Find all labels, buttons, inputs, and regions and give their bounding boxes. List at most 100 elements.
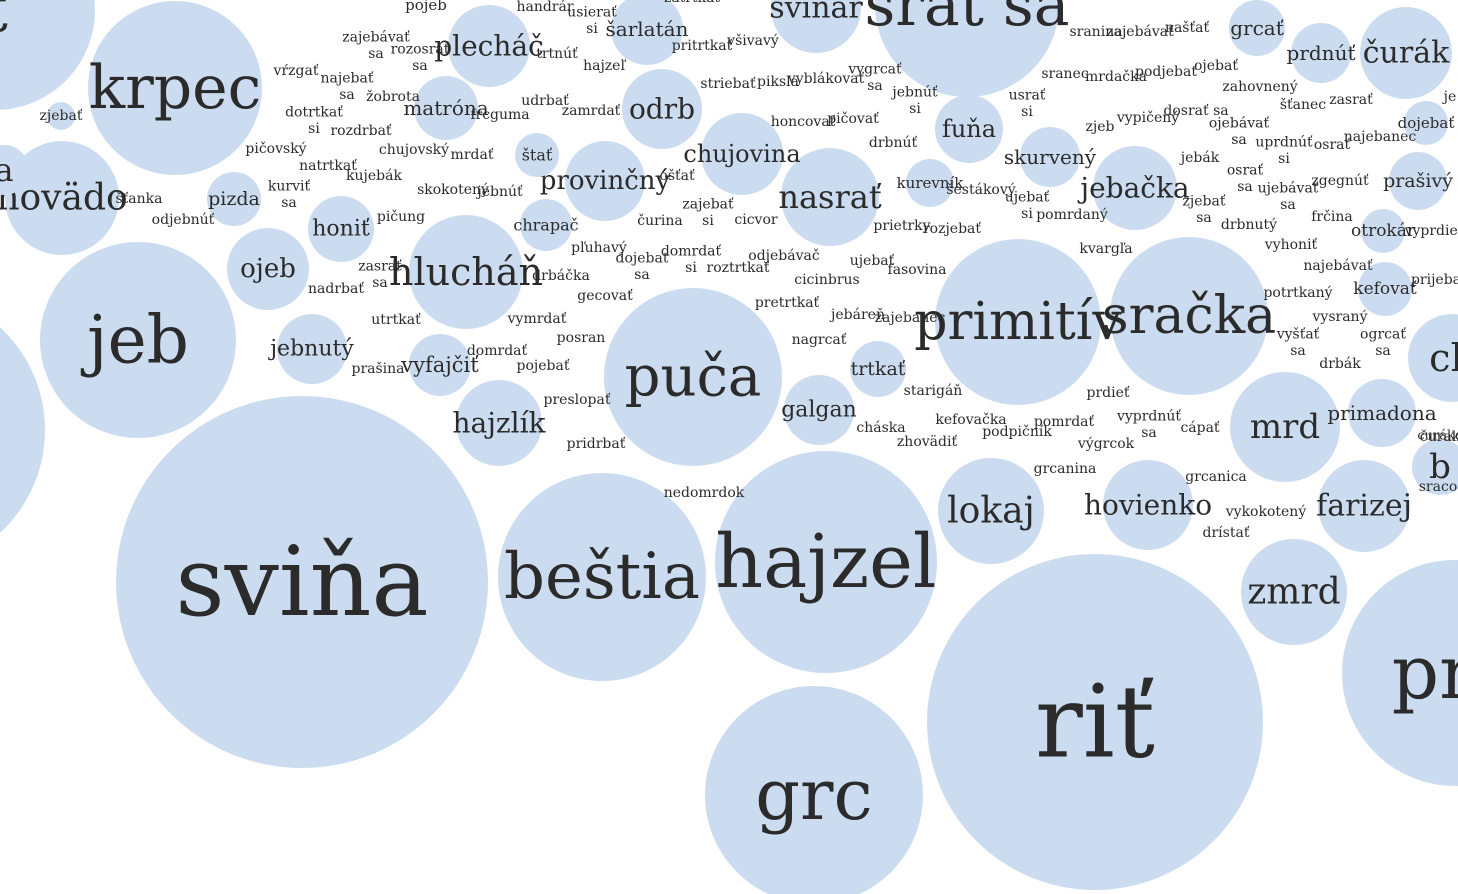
bubble: udrbať [521,93,569,109]
bubble-label: jebačka [1077,172,1189,205]
bubble: našťať [1165,19,1210,36]
bubble: sranina [1069,24,1122,40]
bubble-label: a [0,151,14,189]
bubble: čurak [1420,429,1458,445]
bubble-circle [498,473,706,681]
bubble-label: cicvor [734,212,777,228]
bubble: posran [557,330,606,346]
bubble-label: pojeb [405,0,447,14]
bubble: utrtkať [371,312,421,328]
bubble-label: zjebať [40,108,83,124]
bubble-circle [1348,379,1416,447]
bubble-label: jebnúť si [890,84,938,117]
bubble-label: potrtkaný [1263,284,1332,301]
bubble-label: usrať si [1009,87,1046,120]
bubble-label: zgegnúť [1311,173,1369,189]
bubble-label: zamrdať [562,103,621,119]
bubble: sviňa [116,396,488,768]
bubble-circle [47,102,75,130]
bubble: kefovačka [935,412,1006,428]
bubble: nadrbať [308,281,364,297]
bubble: handrár [516,0,573,15]
bubble-label: odjebávač [748,248,820,264]
bubble-label: primitív [914,292,1122,352]
bubble: zajebať si [682,196,734,229]
bubble-label: dojebať [1398,114,1455,132]
bubble-label: vypičený [1116,109,1179,126]
bubble: D [0,327,45,533]
bubble: jeb [40,242,236,438]
bubble-label: zajebávať [1106,24,1174,40]
bubble: nasrať [778,148,882,246]
bubble-label: dotrtkať si [285,104,343,137]
bubble: otrokár [1351,209,1416,253]
bubble: ujebať [850,253,895,269]
bubble: šťanka [115,190,162,207]
bubble-label: ujebať si [1005,189,1050,222]
bubble-label: našťať [1165,19,1210,36]
bubble: provinčný [540,141,671,221]
bubble: trtkať [850,341,906,397]
bubble: uprdnúť si [1255,134,1313,167]
bubble-circle [604,288,782,466]
bubble: prdieť [1086,385,1129,401]
bubble-label: zajebať si [682,196,734,229]
bubble: zgegnúť [1311,173,1369,189]
bubble: nagrcať [792,332,847,348]
bubble-circle [784,375,854,445]
bubble: pičung [377,209,425,225]
bubble-circle [927,554,1263,890]
bubble: pičovať [827,111,879,127]
bubble-label: prašina [351,360,404,377]
bubble: drbnutý [1221,216,1277,233]
bubble-label: kurevník [897,174,965,192]
bubble: zjebať sa [1183,193,1226,226]
bubble-label: pre [1392,630,1458,716]
bubble: jebnutý [267,314,354,384]
bubble-circle [1361,209,1405,253]
bubble: pičovský [245,140,306,157]
bubble: fuňa [935,95,1003,163]
bubble-circle [88,1,262,175]
bubble-circle [1020,127,1080,187]
bubble-label: jeb [80,302,189,379]
bubble-label: vyprdieť [1404,223,1458,239]
bubble-circle [1291,23,1351,83]
bubble: potrtkaný [1263,284,1332,301]
bubble-label: pretrtkať [755,295,820,311]
bubble: plecháč [434,5,544,87]
bubble-circle [1093,146,1177,230]
bubble: drbák [1319,356,1361,372]
bubble: pretrtkať [755,295,820,311]
bubble-label: zatrtkať [664,0,720,6]
bubble-circle [456,380,542,466]
bubble-circle [1360,7,1452,99]
bubble-label: preslopať [544,392,611,408]
bubble-circle [565,141,645,221]
bubble-label: vygrcať sa [847,61,902,94]
bubble: grcanica [1185,469,1247,485]
bubble: prijeba [1411,272,1458,288]
bubble-label: galgan [781,398,857,423]
bubble-label: zasrať sa [358,258,402,291]
bubble-label: handrár [516,0,573,15]
bubble-circle [0,145,29,195]
bubble: jebák [1179,150,1220,166]
bubble: jebnúť si [890,84,938,117]
bubble-label: drístať [1203,525,1250,541]
bubble-label: chujovina [683,140,800,168]
bubble-label: zjeb [1086,119,1115,135]
bubble-label: kujebák [346,168,402,184]
bubble-label: ch [1429,336,1458,380]
bubble-circle [448,5,530,87]
bubble-label: natrtkať [299,158,357,174]
bubble-label: provinčný [540,166,671,196]
bubble-label: odjebnúť [152,212,215,228]
bubble: ojeb [227,228,309,310]
bubble-circle [414,76,478,140]
bubble-label: grcanina [1034,461,1097,477]
bubble-label: domrdať si [661,243,722,276]
bubble: zhovädiť [897,434,958,450]
bubble-label: pičung [377,209,425,225]
bubble-label: grcanica [1185,469,1247,485]
